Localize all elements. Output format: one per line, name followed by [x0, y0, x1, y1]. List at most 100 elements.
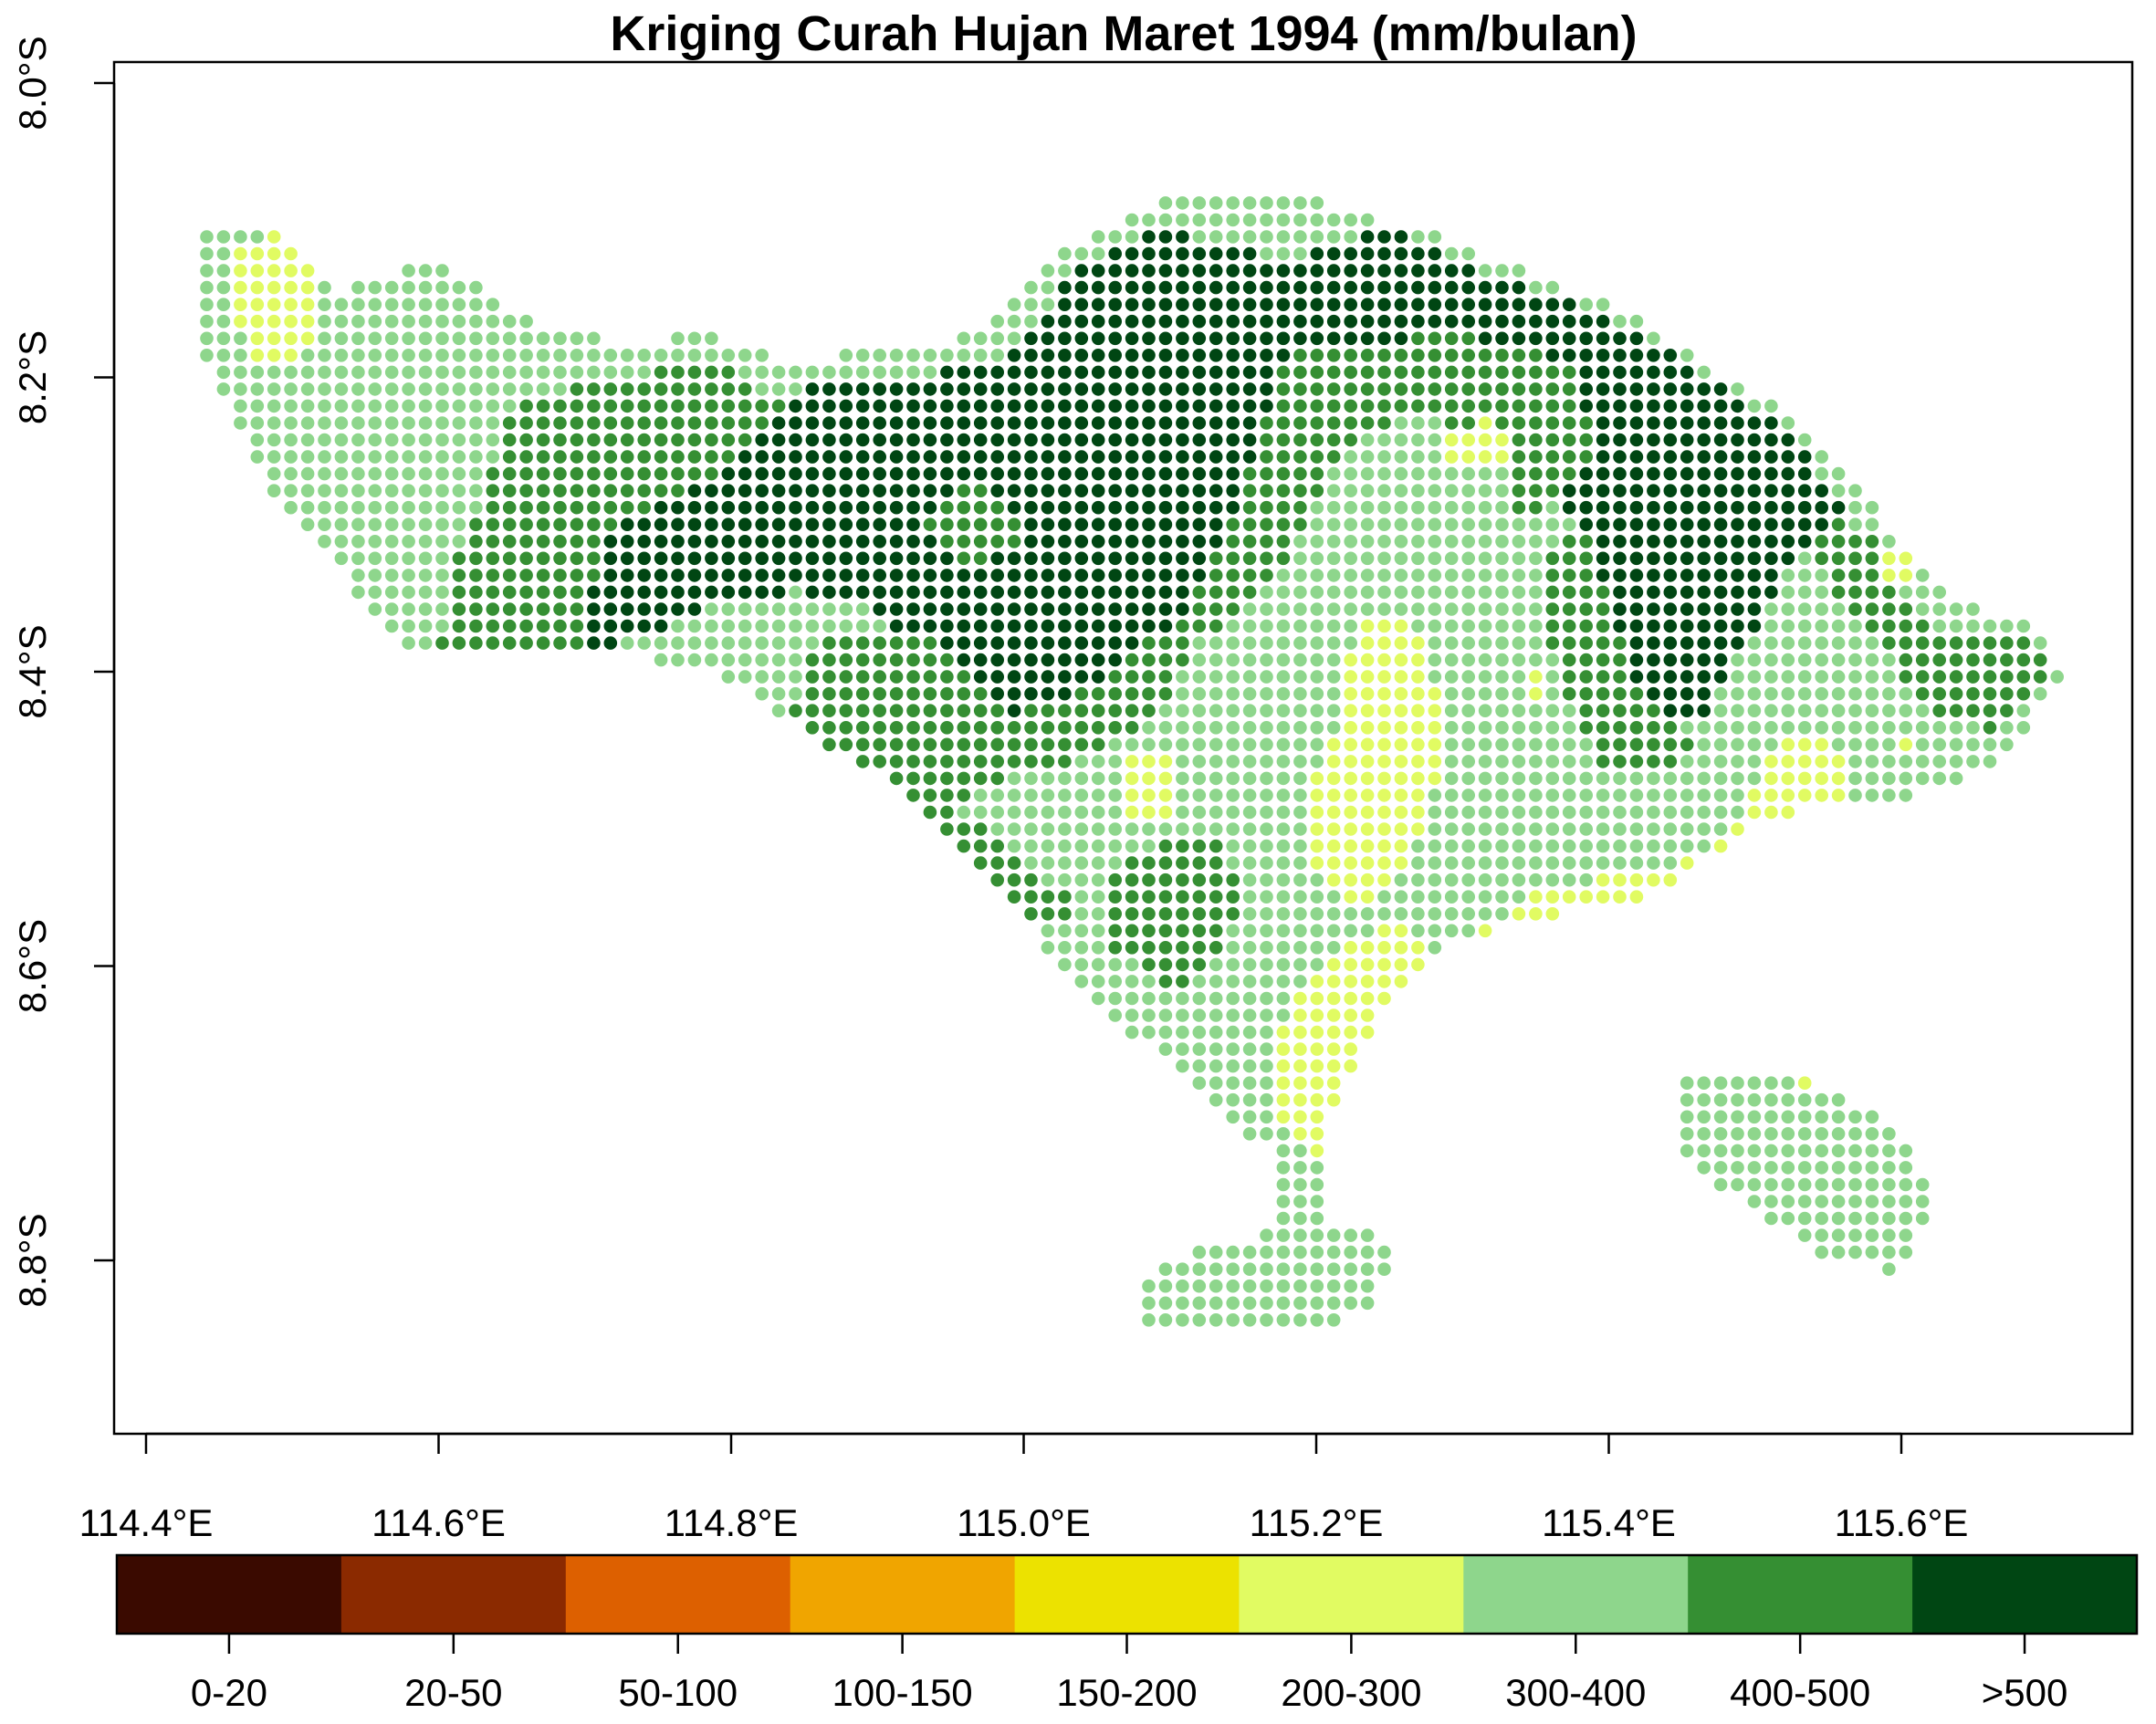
kriging-point — [1797, 1092, 1812, 1107]
kriging-point — [940, 433, 954, 447]
kriging-point — [1512, 535, 1526, 549]
kriging-point — [738, 653, 752, 667]
kriging-point — [1444, 872, 1459, 887]
kriging-point — [1512, 416, 1526, 430]
kriging-point — [1428, 365, 1442, 380]
kriging-point — [1209, 670, 1223, 684]
kriging-point — [1192, 569, 1207, 582]
kriging-point — [1041, 737, 1055, 752]
kriging-point — [1158, 246, 1173, 261]
kriging-point — [1226, 721, 1240, 735]
kriging-point — [368, 484, 382, 497]
kriging-point — [216, 264, 231, 277]
kriging-point — [452, 619, 466, 633]
kriging-point — [1108, 246, 1122, 261]
kriging-point — [1697, 517, 1711, 531]
kriging-point — [1629, 331, 1644, 346]
kriging-point — [519, 365, 533, 380]
kriging-point — [1310, 1262, 1324, 1276]
kriging-point — [1041, 551, 1055, 566]
kriging-point — [1293, 856, 1307, 870]
kriging-point — [1326, 991, 1341, 1006]
kriging-point — [1209, 941, 1223, 955]
kriging-point — [452, 585, 466, 600]
kriging-point — [1142, 653, 1156, 667]
kriging-point — [1074, 686, 1089, 701]
kriging-point — [1966, 755, 1980, 768]
kriging-point — [1529, 721, 1543, 735]
kriging-point — [1394, 246, 1408, 261]
kriging-point — [1360, 890, 1375, 904]
kriging-point — [1731, 1092, 1744, 1107]
kriging-point — [1512, 805, 1526, 820]
kriging-point — [1512, 314, 1526, 329]
kriging-point — [1596, 585, 1610, 600]
kriging-point — [1579, 535, 1593, 549]
kriging-point — [1478, 551, 1492, 566]
kriging-point — [1176, 957, 1189, 972]
kriging-point — [1242, 230, 1257, 244]
kriging-point — [923, 500, 937, 515]
kriging-point — [1932, 653, 1946, 667]
kriging-point — [923, 805, 937, 820]
kriging-point — [1276, 1279, 1291, 1293]
kriging-point — [1293, 686, 1307, 701]
kriging-point — [873, 517, 886, 531]
kriging-point — [755, 399, 769, 413]
kriging-point — [1242, 941, 1257, 955]
kriging-point — [1882, 1127, 1896, 1141]
kriging-point — [1647, 551, 1660, 566]
kriging-point — [1326, 856, 1341, 870]
kriging-point — [267, 349, 281, 362]
kriging-point — [1663, 349, 1678, 362]
kriging-point — [1629, 585, 1644, 600]
kriging-point — [1815, 569, 1828, 582]
kriging-point — [738, 569, 752, 582]
kriging-point — [1444, 686, 1459, 701]
kriging-point — [923, 450, 937, 464]
kriging-point — [1949, 602, 1963, 616]
kriging-point — [1326, 264, 1341, 277]
kriging-point — [839, 636, 853, 650]
kriging-point — [1192, 839, 1207, 853]
kriging-point — [637, 382, 651, 396]
kriging-point — [1024, 433, 1038, 447]
kriging-point — [1680, 822, 1694, 836]
kriging-point — [570, 365, 584, 380]
kriging-point — [1091, 636, 1105, 650]
kriging-point — [1360, 331, 1375, 346]
kriging-point — [1226, 484, 1240, 497]
kriging-point — [1091, 924, 1105, 938]
kriging-point — [1041, 755, 1055, 768]
kriging-point — [1125, 349, 1139, 362]
kriging-point — [721, 399, 736, 413]
kriging-point — [1713, 399, 1728, 413]
kriging-point — [1411, 907, 1425, 921]
kriging-point — [1142, 686, 1156, 701]
kriging-point — [1242, 433, 1257, 447]
kriging-point — [1680, 517, 1694, 531]
kriging-point — [1915, 1177, 1930, 1192]
kriging-point — [1747, 619, 1762, 633]
legend-label: 50-100 — [618, 1671, 738, 1714]
kriging-point — [1797, 517, 1812, 531]
kriging-point — [1663, 839, 1678, 853]
kriging-point — [1125, 789, 1139, 802]
kriging-point — [1158, 331, 1173, 346]
kriging-point — [1882, 737, 1896, 752]
kriging-point — [1562, 805, 1576, 820]
kriging-point — [536, 517, 550, 531]
kriging-point — [1041, 636, 1055, 650]
kriging-point — [418, 365, 433, 380]
kriging-point — [418, 264, 433, 277]
kriging-point — [1394, 755, 1408, 768]
kriging-point — [1629, 856, 1644, 870]
kriging-point — [1326, 280, 1341, 295]
kriging-point — [1680, 551, 1694, 566]
kriging-point — [1074, 365, 1089, 380]
kriging-point — [1226, 500, 1240, 515]
kriging-point — [1966, 686, 1980, 701]
kriging-point — [1478, 416, 1492, 430]
kriging-point — [873, 500, 886, 515]
kriging-point — [1276, 450, 1291, 464]
